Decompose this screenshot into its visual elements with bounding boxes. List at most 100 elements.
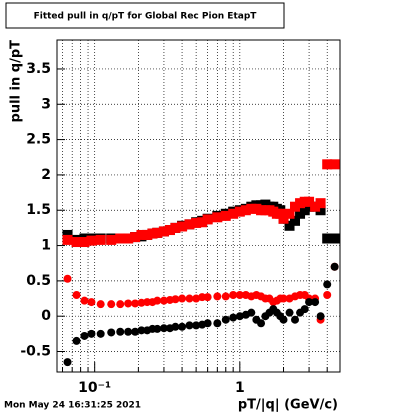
circle-marker: [153, 324, 162, 333]
square-marker: [79, 237, 90, 248]
circle-marker: [131, 327, 140, 336]
square-marker: [240, 205, 251, 216]
circle-marker: [323, 291, 332, 300]
circle-marker: [87, 298, 96, 307]
y-tick-label: 0.5: [26, 273, 51, 289]
y-tick-label: -0.5: [20, 344, 51, 360]
square-marker: [62, 234, 73, 245]
circle-marker: [171, 322, 180, 331]
square-marker: [191, 217, 202, 228]
square-marker: [315, 205, 326, 216]
y-tick-label: 1: [41, 238, 51, 254]
square-marker: [170, 222, 181, 233]
square-marker: [164, 225, 175, 236]
square-marker: [284, 220, 295, 231]
circle-marker: [171, 295, 180, 304]
square-marker: [130, 232, 141, 243]
circle-marker: [213, 292, 222, 301]
square-marker: [228, 208, 239, 219]
circle-marker: [229, 313, 238, 322]
plot-frame: [56, 39, 341, 373]
square-marker: [290, 215, 301, 226]
circle-marker: [279, 315, 288, 324]
circle-marker: [213, 319, 222, 328]
y-tick-label: 0: [41, 308, 51, 324]
circle-marker: [192, 294, 201, 303]
circle-marker: [291, 315, 300, 324]
y-axis-label: pull in q/pT: [9, 40, 24, 123]
circle-marker: [323, 280, 332, 289]
square-marker: [284, 208, 295, 219]
circle-marker: [330, 262, 339, 271]
timestamp: Mon May 24 16:31:25 2021: [4, 401, 141, 411]
circle-marker: [178, 294, 187, 303]
square-marker: [123, 233, 134, 244]
circle-marker: [300, 305, 309, 314]
circle-marker: [96, 329, 105, 338]
circle-marker: [124, 327, 133, 336]
circle-marker: [221, 292, 230, 301]
y-tick-label: 3.5: [26, 61, 51, 77]
circle-marker: [178, 322, 187, 331]
square-marker: [234, 206, 245, 217]
y-tick-label: 2.5: [26, 132, 51, 148]
square-marker: [329, 159, 340, 170]
square-marker: [220, 210, 231, 221]
circle-marker: [124, 299, 133, 308]
square-marker: [95, 234, 106, 245]
x-axis-label: pT/|q| (GeV/c): [238, 398, 338, 413]
square-marker: [152, 227, 163, 238]
square-marker: [315, 198, 326, 209]
circle-marker: [192, 321, 201, 330]
circle-marker: [305, 298, 314, 307]
circle-marker: [107, 300, 116, 309]
circle-marker: [316, 312, 325, 321]
square-marker: [177, 221, 188, 232]
square-marker: [202, 214, 213, 225]
circle-marker: [235, 291, 244, 300]
circle-marker: [185, 294, 194, 303]
circle-marker: [229, 291, 238, 300]
circle-marker: [159, 296, 168, 305]
chart-title: Fitted pull in q/pT for Global Rec Pion …: [34, 12, 258, 22]
circle-marker: [279, 294, 288, 303]
circle-marker: [185, 321, 194, 330]
x-tick-label: 10⁻¹: [78, 380, 111, 396]
square-marker: [278, 213, 289, 224]
square-marker: [106, 234, 117, 245]
square-marker: [212, 212, 223, 223]
square-marker: [322, 233, 333, 244]
square-marker: [246, 203, 257, 214]
circle-marker: [131, 299, 140, 308]
circle-marker: [80, 296, 89, 305]
circle-marker: [221, 315, 230, 324]
square-marker: [142, 229, 153, 240]
circle-marker: [96, 300, 105, 309]
circle-marker: [80, 331, 89, 340]
circle-marker: [285, 308, 294, 317]
square-marker: [304, 196, 315, 207]
square-marker: [290, 201, 301, 212]
circle-marker: [137, 326, 146, 335]
square-marker: [322, 159, 333, 170]
circle-marker: [116, 300, 125, 309]
circle-marker: [203, 319, 212, 328]
square-marker: [86, 235, 97, 246]
circle-marker: [203, 293, 212, 302]
circle-marker: [198, 293, 207, 302]
circle-marker: [116, 327, 125, 336]
circle-marker: [247, 308, 256, 317]
circle-marker: [63, 358, 72, 367]
circle-marker: [311, 298, 320, 307]
circle-marker: [87, 329, 96, 338]
circle-marker: [72, 336, 81, 345]
circle-marker: [153, 296, 162, 305]
square-marker: [197, 217, 208, 228]
square-marker: [136, 229, 147, 240]
y-tick-label: 2: [41, 167, 51, 183]
y-tick-label: 1.5: [26, 202, 51, 218]
square-marker: [184, 219, 195, 230]
y-tick-label: 3: [41, 96, 51, 112]
square-marker: [329, 233, 340, 244]
